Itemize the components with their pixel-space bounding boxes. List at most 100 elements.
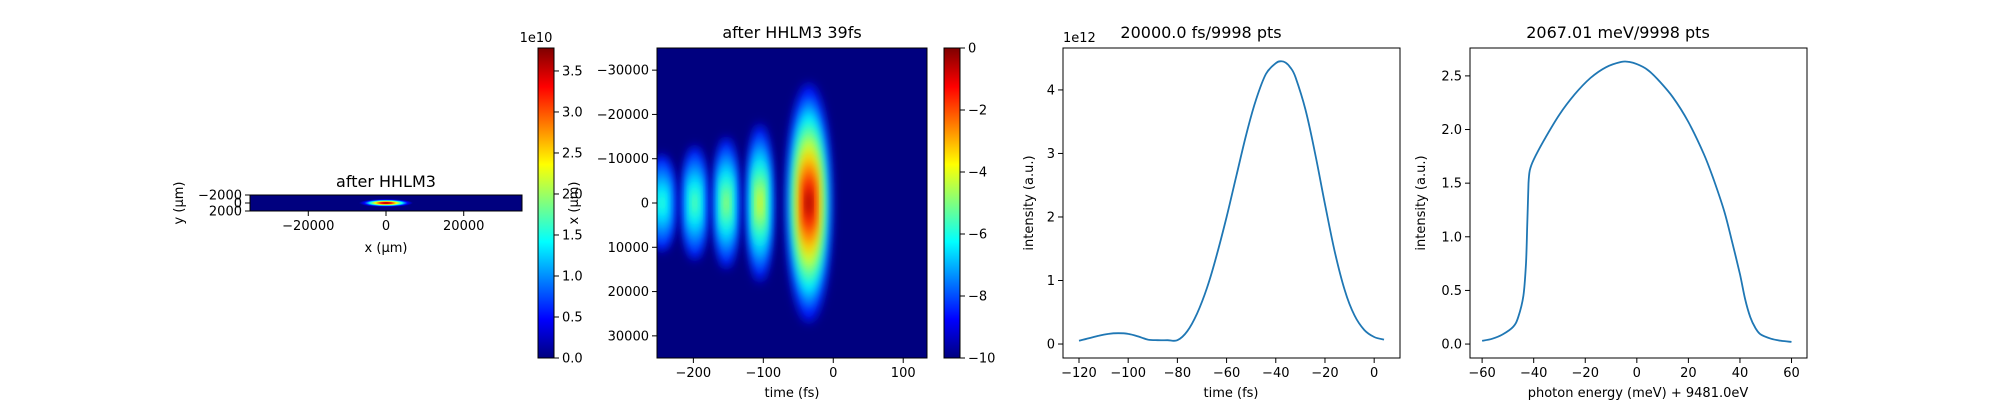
x-tick-label: −20: [1311, 366, 1338, 381]
heatmap-lobe: [657, 154, 675, 252]
heatmap-lobe: [786, 83, 832, 323]
x-axis-label: x (μm): [365, 241, 408, 256]
heatmap-lobe: [714, 136, 739, 270]
x-tick-label: 0: [382, 219, 390, 234]
x-tick-label: −120: [1061, 366, 1097, 381]
heatmap-contour: [758, 194, 762, 212]
y-tick-label: 30000: [608, 329, 649, 344]
x-axis-label: time (fs): [1204, 386, 1259, 400]
heatmap-contour: [660, 197, 664, 209]
x-axis: −20000 0 20000: [282, 211, 484, 234]
x-tick-label: −100: [1110, 366, 1146, 381]
heatmap-contour: [806, 189, 812, 217]
heatmap-contour: [724, 195, 728, 211]
colorbar-tick-label: −8: [968, 290, 987, 305]
heatmap-lobe: [747, 123, 773, 283]
x-tick-label: −20: [1572, 366, 1599, 381]
panel-time-intensity: 20000.0 fs/9998 pts −120 −100 −80 −60 −40 −20…: [1022, 23, 1401, 400]
heatmap-beam-spot: [359, 199, 413, 207]
colorbar-tick-label: 0: [968, 42, 976, 57]
y-tick-label: 4: [1047, 83, 1055, 98]
colorbar-tick-label: 0.0: [562, 352, 583, 367]
x-tick-label: −100: [745, 366, 781, 381]
colorbar: [943, 47, 961, 359]
colorbar-tick-label: 1.0: [562, 269, 583, 284]
x-tick-label: 0: [1370, 366, 1378, 381]
x-tick-label: −200: [676, 366, 712, 381]
heatmap-contour: [693, 196, 697, 210]
x-axis-label: photon energy (meV) + 9481.0eV: [1528, 386, 1749, 400]
colorbar-tick-label: 1.5: [562, 228, 583, 243]
panel-energy-spectrum: 2067.01 meV/9998 pts −60 −40 −20 0 20 40 60 0.…: [1414, 23, 1808, 400]
chart-title: after HHLM3 39fs: [722, 23, 861, 42]
series-line: [1481, 60, 1792, 343]
chart-title: 2067.01 meV/9998 pts: [1526, 23, 1710, 42]
y-tick-label: 1.5: [1441, 177, 1462, 192]
y-axis-label: y (μm): [172, 182, 187, 225]
x-tick-label: 20000: [443, 219, 484, 234]
y-tick-label: 2: [1047, 210, 1055, 225]
x-tick-label: −60: [1468, 366, 1495, 381]
x-tick-label: −40: [1262, 366, 1289, 381]
y-axis-offset-text: 1e12: [1063, 31, 1096, 46]
x-tick-label: 40: [1732, 366, 1749, 381]
y-tick-label: 1.0: [1441, 230, 1462, 245]
heatmap-lobes: [657, 83, 832, 323]
y-axis-label: x (μm): [567, 182, 582, 225]
colorbar-tick-label: 0.5: [562, 310, 583, 325]
y-tick-label: 0: [641, 197, 649, 212]
y-tick-label: 10000: [608, 241, 649, 256]
colorbar-offset-text: 1e10: [520, 31, 553, 46]
x-tick-label: 0: [1633, 366, 1641, 381]
x-tick-label: −20000: [282, 219, 334, 234]
y-tick-label: −30000: [597, 64, 649, 79]
x-tick-label: −40: [1520, 366, 1547, 381]
y-tick-label: 0: [1047, 338, 1055, 353]
y-axis-label: intensity (a.u.): [1022, 155, 1037, 250]
colorbar-tick-label: 3.5: [562, 64, 583, 79]
x-axis: −60 −40 −20 0 20 40 60: [1468, 358, 1800, 381]
y-tick-label: −20000: [597, 108, 649, 123]
plot-frame: [1469, 47, 1808, 359]
colorbar-axis: 0 −2 −4 −6 −8 −10: [960, 42, 995, 367]
y-tick-label: 0: [234, 197, 242, 212]
x-axis-label: time (fs): [765, 386, 820, 400]
series-line: [1078, 60, 1385, 342]
plot-frame: [1062, 47, 1401, 359]
y-axis-label: intensity (a.u.): [1414, 155, 1429, 250]
chart-title: after HHLM3: [336, 172, 436, 191]
colorbar-tick-label: 3.0: [562, 105, 583, 120]
colorbar-tick-label: −6: [968, 228, 987, 243]
colorbar: [537, 47, 555, 359]
y-axis: 0.0 0.5 1.0 1.5 2.0 2.5: [1441, 69, 1470, 353]
x-tick-label: −80: [1164, 366, 1191, 381]
x-axis: −120 −100 −80 −60 −40 −20 0: [1061, 358, 1378, 381]
y-tick-label: 0.0: [1441, 338, 1462, 353]
y-tick-label: 3: [1047, 147, 1055, 162]
y-axis: −30000 −20000 −10000 0 10000 20000 30000: [597, 64, 657, 344]
x-tick-label: 100: [891, 366, 916, 381]
panel-spatiotemporal: after HHLM3 39fs −200 −100 0 100 −30000−200…: [567, 23, 995, 400]
colorbar-tick-label: 2.0: [562, 187, 583, 202]
x-axis: −200 −100 0 100: [676, 358, 916, 381]
x-tick-label: 20: [1680, 366, 1697, 381]
y-tick-label: −10000: [597, 152, 649, 167]
x-tick-label: 0: [829, 366, 837, 381]
y-tick-label: 20000: [608, 285, 649, 300]
heatmap-lobe: [682, 145, 707, 261]
colorbar-tick-label: 2.5: [562, 146, 583, 161]
y-tick-label: 1: [1047, 274, 1055, 289]
y-tick-label: 2000: [209, 205, 242, 220]
colorbar-tick-label: −10: [968, 352, 995, 367]
y-tick-label: 2.5: [1441, 69, 1462, 84]
colorbar-tick-label: −4: [968, 166, 987, 181]
chart-title: 20000.0 fs/9998 pts: [1120, 23, 1281, 42]
x-tick-label: 60: [1783, 366, 1800, 381]
y-tick-label: 0.5: [1441, 284, 1462, 299]
colorbar-tick-label: −2: [968, 104, 987, 119]
x-tick-label: −60: [1213, 366, 1240, 381]
y-tick-label: 2.0: [1441, 123, 1462, 138]
